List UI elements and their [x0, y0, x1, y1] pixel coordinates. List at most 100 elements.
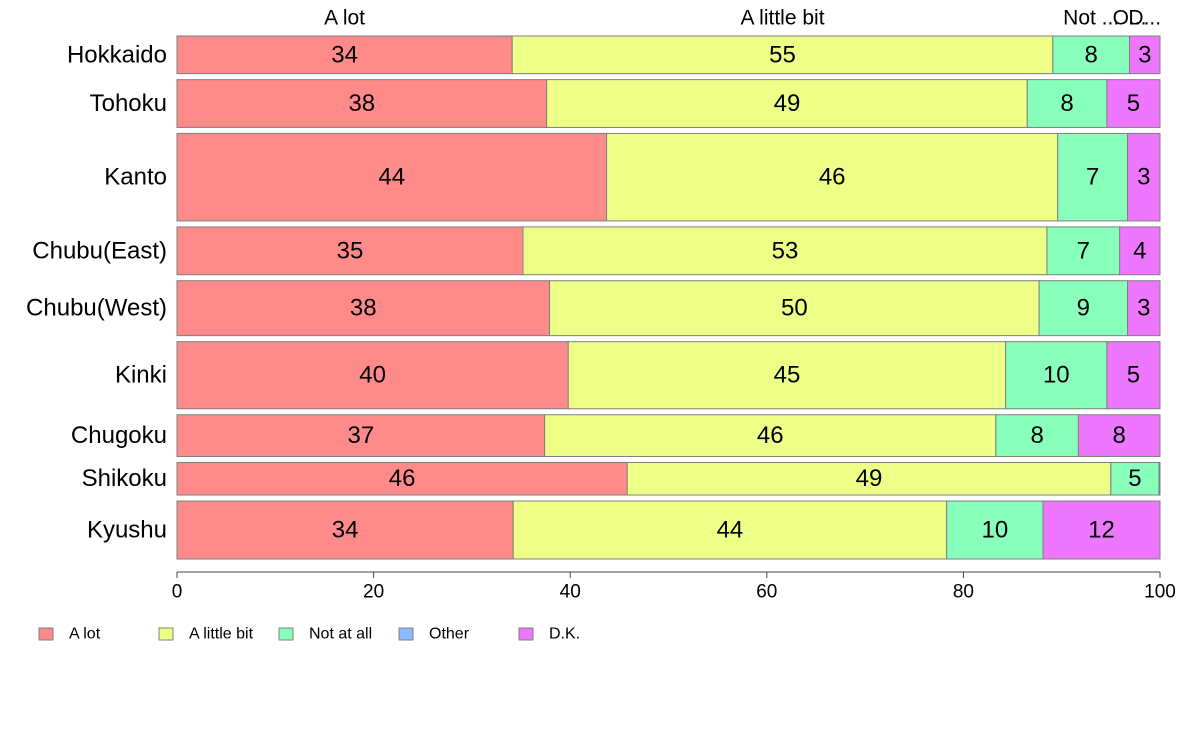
bar-row-hokkaido: Hokkaido 34 55 8 3 — [67, 35, 1161, 75]
data-label-a-little-bit-chubu-east: 53 — [772, 237, 799, 264]
bar-segment-not-at-all-chugoku — [995, 414, 1079, 457]
bar-segment-d-k-tohoku — [1106, 79, 1161, 128]
bar-row-tohoku: Tohoku 38 49 8 5 — [90, 79, 1161, 128]
legend-label-not-at-all: Not at all — [309, 626, 372, 643]
bar-segment-a-lot-kanto — [176, 132, 608, 222]
legend-item-d-k: D.K. — [518, 626, 580, 643]
bar-row-shikoku: Shikoku 46 49 5 — [82, 461, 1161, 496]
top-label-not-at-all: Not ... — [1063, 7, 1119, 30]
legend-item-not-at-all: Not at all — [278, 626, 372, 643]
x-tick-label-60: 60 — [756, 582, 777, 603]
bar-row-kinki: Kinki 40 45 10 5 — [115, 341, 1161, 410]
bar-segment-a-lot-chubu-east — [176, 226, 524, 276]
bar-segment-a-little-bit-chubu-east — [522, 226, 1048, 276]
top-segment-labels: A lot A little bit Not ...O...D... — [324, 7, 1161, 30]
bar-segment-not-at-all-chubu-west — [1038, 280, 1129, 337]
category-label-shikoku: Shikoku — [82, 465, 167, 492]
data-label-not-at-all-kanto: 7 — [1086, 164, 1099, 191]
data-label-a-lot-chubu-east: 35 — [337, 237, 364, 264]
data-label-not-at-all-shikoku: 5 — [1128, 465, 1141, 492]
bar-segment-a-little-bit-kyushu — [512, 500, 948, 560]
bar-segment-d-k-shikoku — [1158, 461, 1161, 496]
category-label-kanto: Kanto — [104, 164, 167, 191]
x-tick-label-80: 80 — [953, 582, 974, 603]
bar-row-kyushu: Kyushu 34 44 10 12 — [87, 500, 1161, 560]
data-label-a-lot-chubu-west: 38 — [350, 295, 377, 322]
data-label-not-at-all-chugoku: 8 — [1030, 422, 1043, 449]
bar-segment-d-k-kinki — [1106, 341, 1161, 410]
data-label-not-at-all-kyushu: 10 — [982, 517, 1009, 544]
x-tick-label-40: 40 — [560, 582, 581, 603]
data-label-d-k-kyushu: 12 — [1088, 517, 1115, 544]
top-label-a-lot: A lot — [324, 7, 365, 30]
x-tick-label-0: 0 — [172, 582, 183, 603]
category-label-chugoku: Chugoku — [71, 422, 167, 449]
legend-label-a-little-bit: A little bit — [189, 626, 254, 643]
bar-segment-a-little-bit-kanto — [606, 132, 1059, 222]
bar-segment-d-k-chugoku — [1077, 414, 1161, 457]
data-label-not-at-all-kinki: 10 — [1043, 362, 1070, 389]
data-label-d-k-chubu-east: 4 — [1133, 237, 1146, 264]
category-label-tohoku: Tohoku — [90, 90, 167, 117]
data-label-not-at-all-hokkaido: 8 — [1085, 41, 1098, 68]
bar-segment-not-at-all-chubu-east — [1046, 226, 1121, 276]
data-label-a-little-bit-kinki: 45 — [774, 362, 801, 389]
legend-item-other: Other — [398, 626, 470, 643]
bar-segment-a-little-bit-chubu-west — [549, 280, 1040, 337]
legend-label-a-lot: A lot — [69, 626, 101, 643]
bar-segment-d-k-kyushu — [1042, 500, 1161, 560]
data-label-a-little-bit-tohoku: 49 — [774, 90, 801, 117]
data-label-a-little-bit-kyushu: 44 — [717, 517, 744, 544]
data-label-not-at-all-chubu-west: 9 — [1077, 295, 1090, 322]
legend-item-a-lot: A lot — [38, 626, 101, 643]
bar-row-chubu-east: Chubu(East) 35 53 7 4 — [32, 226, 1161, 276]
data-label-a-little-bit-hokkaido: 55 — [769, 41, 796, 68]
data-label-a-little-bit-kanto: 46 — [819, 164, 846, 191]
legend: A lot A little bit Not at all Other D.K. — [38, 626, 580, 643]
data-label-a-lot-kinki: 40 — [359, 362, 386, 389]
category-label-hokkaido: Hokkaido — [67, 41, 167, 68]
top-label-d-k: D... — [1128, 7, 1161, 30]
bar-row-kanto: Kanto 44 46 7 3 — [104, 132, 1161, 222]
legend-swatch-a-little-bit — [158, 627, 174, 641]
legend-swatch-a-lot — [38, 627, 54, 641]
data-label-a-lot-hokkaido: 34 — [331, 41, 358, 68]
bar-segment-d-k-hokkaido — [1129, 35, 1161, 75]
category-label-chubu-west: Chubu(West) — [26, 295, 167, 322]
data-label-a-little-bit-chubu-west: 50 — [781, 295, 808, 322]
x-axis: 0 20 40 60 80 100 — [172, 571, 1176, 603]
data-label-d-k-chubu-west: 3 — [1137, 295, 1150, 322]
data-label-not-at-all-tohoku: 8 — [1060, 90, 1073, 117]
category-label-kinki: Kinki — [115, 362, 167, 389]
bar-segment-not-at-all-shikoku — [1110, 461, 1160, 496]
bar-segment-d-k-chubu-east — [1119, 226, 1161, 276]
bar-segment-a-little-bit-shikoku — [626, 461, 1112, 496]
data-label-a-lot-chugoku: 37 — [347, 422, 374, 449]
bar-segment-d-k-chubu-west — [1127, 280, 1161, 337]
data-label-d-k-tohoku: 5 — [1127, 90, 1140, 117]
legend-swatch-other — [398, 627, 414, 641]
legend-label-d-k: D.K. — [549, 626, 580, 643]
bar-segment-not-at-all-kyushu — [946, 500, 1044, 560]
bar-segment-a-lot-kinki — [176, 341, 569, 410]
x-tick-label-100: 100 — [1144, 582, 1176, 603]
bar-segment-a-lot-kyushu — [176, 500, 514, 560]
data-label-d-k-kinki: 5 — [1127, 362, 1140, 389]
data-label-a-little-bit-chugoku: 46 — [757, 422, 784, 449]
data-label-a-lot-kanto: 44 — [378, 164, 405, 191]
data-label-not-at-all-chubu-east: 7 — [1077, 237, 1090, 264]
legend-label-other: Other — [429, 626, 470, 643]
bar-segment-a-little-bit-tohoku — [546, 79, 1028, 128]
data-label-d-k-hokkaido: 3 — [1138, 41, 1151, 68]
bar-row-chubu-west: Chubu(West) 38 50 9 3 — [26, 280, 1161, 337]
legend-item-a-little-bit: A little bit — [158, 626, 254, 643]
data-label-a-lot-shikoku: 46 — [389, 465, 416, 492]
bar-segment-a-lot-chugoku — [176, 414, 546, 457]
category-label-kyushu: Kyushu — [87, 517, 167, 544]
x-tick-label-20: 20 — [363, 582, 384, 603]
data-label-a-little-bit-shikoku: 49 — [856, 465, 883, 492]
bar-segment-a-little-bit-hokkaido — [511, 35, 1054, 75]
data-label-a-lot-kyushu: 34 — [332, 517, 359, 544]
